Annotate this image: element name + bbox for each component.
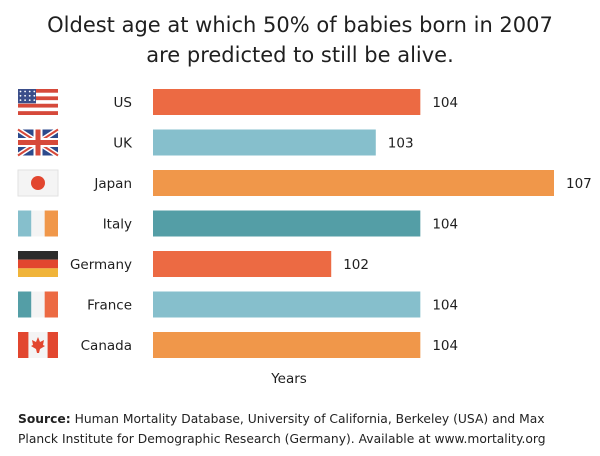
value-label-japan: 107 [566, 176, 592, 192]
source-note: Source: Human Mortality Database, Univer… [18, 409, 588, 449]
category-label-italy: Italy [103, 217, 132, 233]
bar-france [153, 291, 421, 318]
bar-italy [153, 210, 421, 237]
us-flag-icon [18, 89, 58, 115]
bar-canada [153, 332, 421, 358]
bar-chart: US 104 UK 103 Japan 107 Italy 104 Germany 102 Fran… [16, 89, 592, 387]
value-label-uk: 103 [388, 136, 414, 152]
category-label-us: US [114, 95, 132, 111]
italy-flag-icon [18, 210, 58, 237]
category-label-france: France [87, 298, 132, 314]
category-label-canada: Canada [81, 338, 132, 354]
bar-us [153, 89, 421, 115]
value-label-france: 104 [432, 298, 458, 314]
value-label-germany: 102 [343, 257, 369, 273]
value-label-italy: 104 [432, 217, 458, 233]
source-label: Source: [18, 412, 71, 426]
chart-title-line-1: Oldest age at which 50% of babies born i… [47, 13, 553, 37]
value-label-canada: 104 [432, 338, 458, 354]
canada-flag-icon [18, 332, 58, 358]
category-label-uk: UK [113, 136, 133, 152]
category-label-japan: Japan [93, 176, 132, 192]
source-text: Human Mortality Database, University of … [18, 412, 546, 446]
uk-flag-icon [16, 127, 60, 158]
bar-germany [153, 251, 332, 277]
bar-uk [153, 129, 376, 156]
germany-flag-icon [18, 251, 58, 277]
chart-title-line-2: are predicted to still be alive. [146, 43, 454, 67]
x-axis-label: Years [270, 371, 307, 387]
japan-flag-icon [17, 169, 59, 197]
value-label-us: 104 [432, 95, 458, 111]
category-label-germany: Germany [70, 257, 132, 273]
bar-japan [153, 170, 554, 196]
france-flag-icon [18, 291, 58, 318]
